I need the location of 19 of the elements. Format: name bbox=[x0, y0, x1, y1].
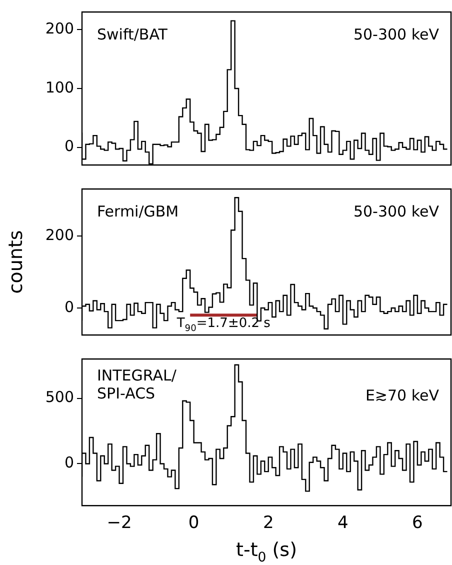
annotation: INTEGRAL/ SPI-ACS bbox=[97, 366, 178, 402]
x-tick-label: 0 bbox=[188, 513, 200, 534]
y-tick-label: 200 bbox=[45, 20, 74, 38]
y-tick-label: 200 bbox=[45, 226, 74, 244]
x-tick-label: 6 bbox=[412, 513, 423, 534]
x-tick-label: 4 bbox=[337, 513, 348, 534]
y-tick-label: 0 bbox=[64, 137, 74, 156]
x-tick-label: −2 bbox=[106, 513, 132, 534]
annotation: E≳70 keV bbox=[365, 386, 440, 404]
y-tick-label: 100 bbox=[45, 78, 74, 96]
annotation: 50-300 keV bbox=[353, 25, 440, 44]
x-tick-label: 2 bbox=[262, 513, 274, 534]
annotation: 50-300 keV bbox=[353, 202, 440, 220]
annotation: Swift/BAT bbox=[97, 25, 168, 44]
y-tick-label: 500 bbox=[45, 388, 74, 406]
y-axis-title: counts bbox=[5, 230, 27, 294]
y-tick-label: 0 bbox=[64, 298, 74, 316]
annotation: Fermi/GBM bbox=[97, 202, 179, 220]
y-tick-label: 0 bbox=[64, 454, 74, 472]
